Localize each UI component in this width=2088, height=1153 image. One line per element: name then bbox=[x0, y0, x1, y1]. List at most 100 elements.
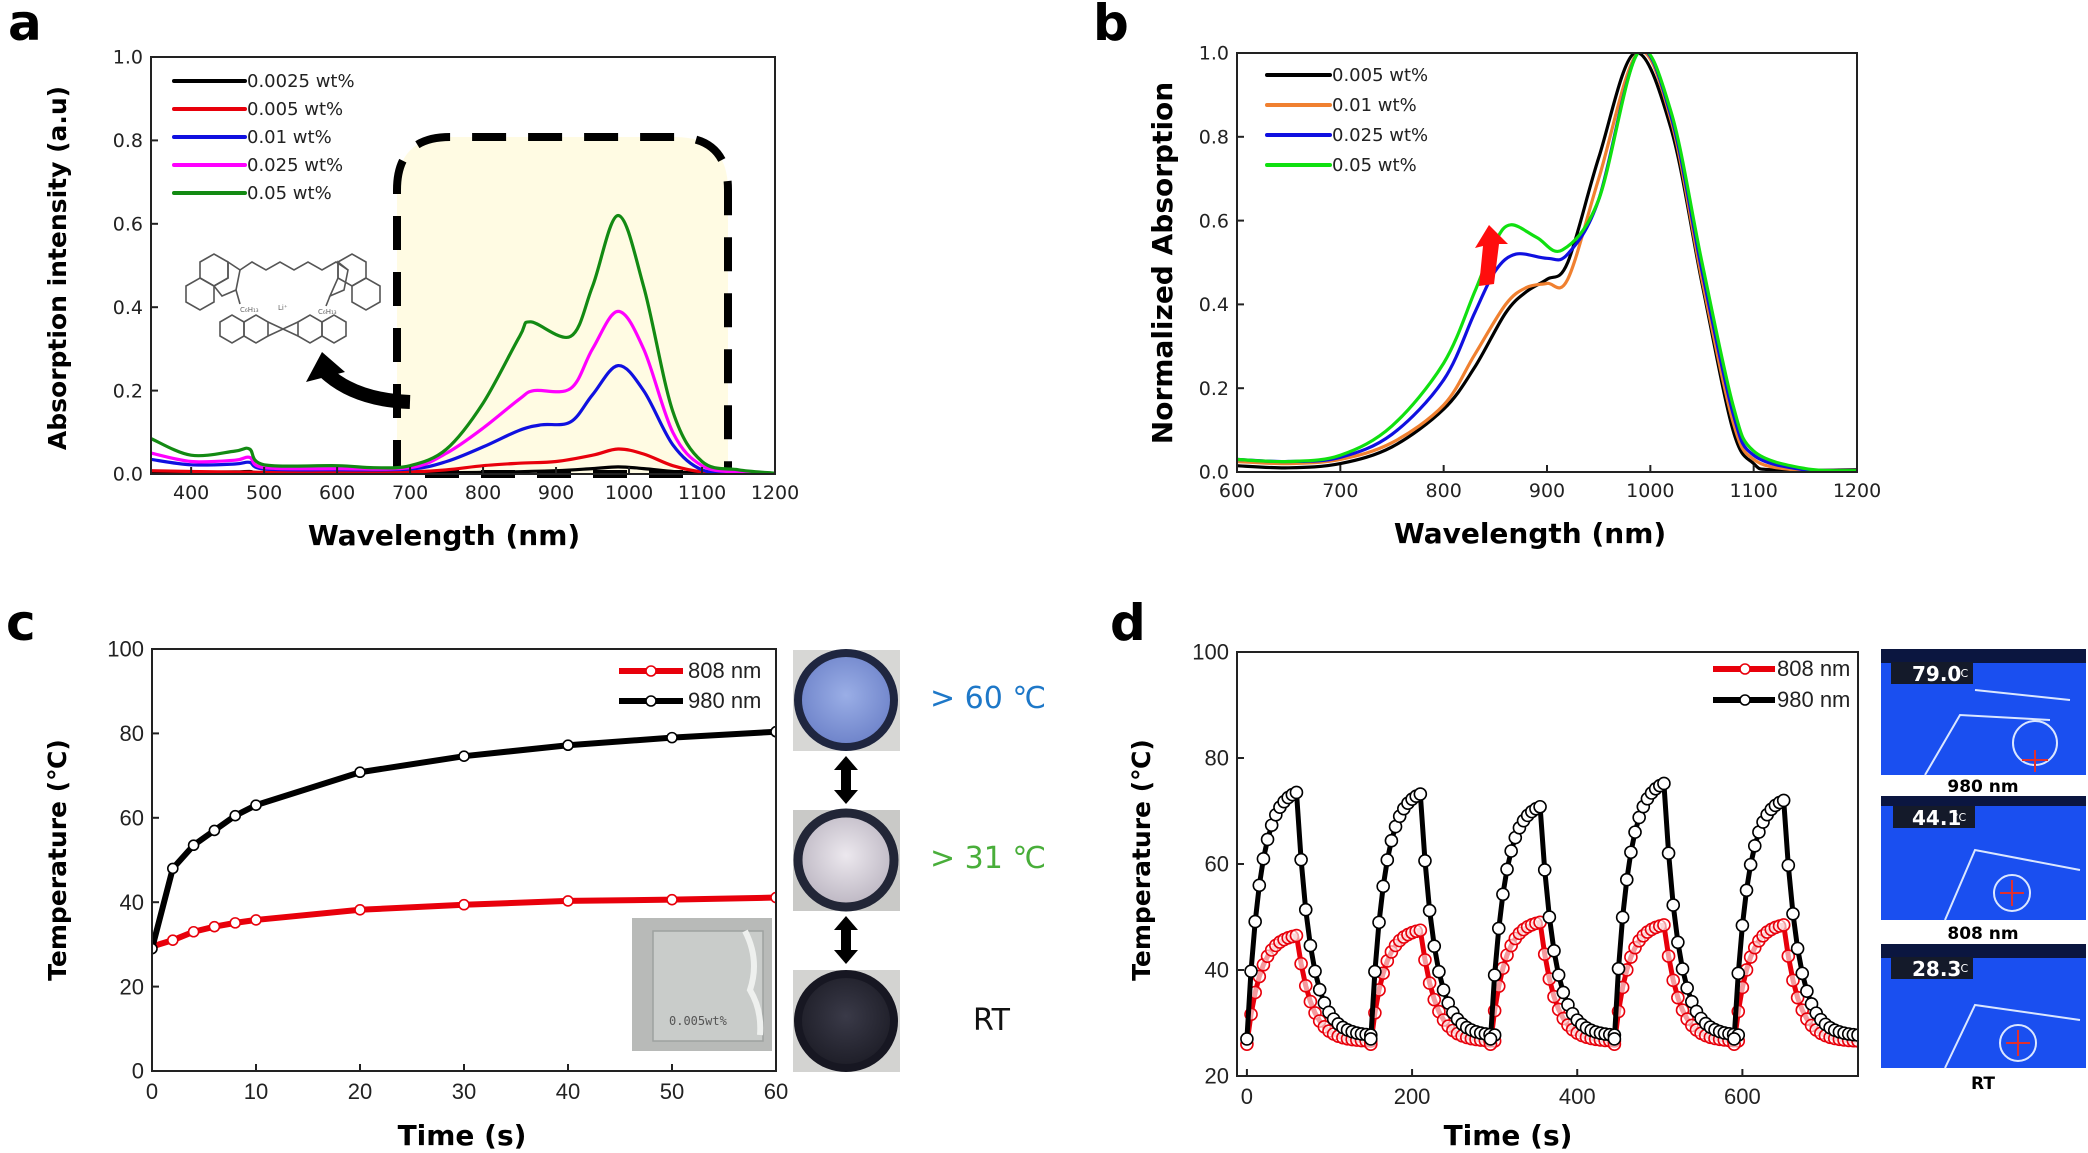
data-point bbox=[1427, 992, 1442, 1007]
data-point bbox=[208, 920, 221, 933]
series-line-0-05-wt- bbox=[151, 213, 775, 474]
y-axis-title-b: Normalized Absorption bbox=[1146, 82, 1179, 444]
data-point bbox=[1294, 956, 1308, 971]
x-tick-label: 600 bbox=[319, 482, 355, 504]
data-point bbox=[1289, 785, 1304, 800]
data-point bbox=[1786, 973, 1800, 988]
y-axis-title-d: Temperature (℃) bbox=[1127, 739, 1156, 981]
x-tick-label: 800 bbox=[465, 482, 501, 504]
data-point bbox=[1294, 852, 1308, 867]
x-tick-label: 0 bbox=[146, 1079, 158, 1104]
data-point bbox=[1504, 844, 1518, 858]
x-tick-label: 1000 bbox=[1626, 480, 1674, 502]
plot-frame-a bbox=[150, 56, 776, 475]
series-group-c bbox=[152, 725, 776, 955]
legend-label: 0.005 wt% bbox=[1332, 65, 1428, 86]
y-tick-label: 0.0 bbox=[113, 464, 143, 486]
data-point bbox=[1376, 879, 1390, 894]
x-tick-label: 1100 bbox=[1729, 480, 1777, 502]
legend-marker bbox=[645, 695, 657, 707]
structure-label-c6h13-right: C₆H₁₃ bbox=[318, 308, 337, 316]
state-label-rt: RT bbox=[973, 1003, 1011, 1038]
data-point bbox=[1551, 968, 1566, 982]
series-line-0-005-wt- bbox=[1237, 53, 1857, 472]
x-tick-label: 400 bbox=[1559, 1084, 1596, 1109]
data-point bbox=[666, 893, 678, 906]
x-axis-title-d: Time (s) bbox=[1444, 1119, 1573, 1152]
y-tick-label: 0.8 bbox=[1199, 126, 1229, 148]
y-tick-label: 20 bbox=[120, 974, 144, 999]
x-tick-label: 600 bbox=[1724, 1084, 1761, 1109]
panel-letter-d: d bbox=[1110, 594, 1146, 652]
thermal-photo-rt: 28.3 °C bbox=[1881, 944, 2086, 1069]
data-point bbox=[1556, 985, 1571, 1000]
data-point bbox=[1244, 964, 1258, 978]
y-tick-label: 0.0 bbox=[1199, 462, 1229, 484]
data-point bbox=[1675, 962, 1690, 976]
data-point bbox=[1747, 839, 1762, 853]
ticks-c: 0 10 20 30 40 50 60 0 20 40 60 80 100 bbox=[107, 637, 788, 1104]
y-tick-label: 80 bbox=[120, 721, 144, 746]
legend-c: 808 nm 980 nm bbox=[619, 658, 761, 713]
x-axis-title-a: Wavelength (nm) bbox=[308, 519, 580, 552]
data-point bbox=[1615, 910, 1630, 925]
y-tick-label: 1.0 bbox=[113, 47, 143, 69]
data-point bbox=[1418, 854, 1432, 868]
sample-photo-rt bbox=[793, 970, 900, 1072]
data-point bbox=[1607, 1032, 1622, 1046]
data-point bbox=[1260, 832, 1275, 847]
data-point bbox=[1308, 964, 1322, 979]
data-point bbox=[187, 925, 200, 938]
y-tick-label: 40 bbox=[120, 890, 144, 915]
data-point bbox=[1496, 887, 1510, 902]
data-point bbox=[1432, 964, 1446, 979]
x-axis-title-b: Wavelength (nm) bbox=[1394, 517, 1666, 550]
increase-arrow-icon bbox=[1475, 225, 1508, 286]
data-point bbox=[1483, 1032, 1498, 1046]
data-point bbox=[1298, 978, 1313, 993]
data-point bbox=[229, 917, 241, 929]
x-tick-label: 700 bbox=[392, 482, 428, 504]
x-tick-label: 1000 bbox=[605, 482, 653, 504]
x-tick-label: 1200 bbox=[751, 482, 799, 504]
y-tick-label: 100 bbox=[107, 637, 144, 662]
data-point bbox=[1248, 914, 1262, 929]
legend-label: 0.05 wt% bbox=[247, 183, 332, 204]
data-point bbox=[1790, 941, 1805, 956]
data-point bbox=[1422, 903, 1437, 918]
x-tick-label: 40 bbox=[556, 1079, 580, 1104]
data-point bbox=[1661, 949, 1676, 963]
data-point bbox=[1671, 990, 1685, 1005]
data-point bbox=[1743, 857, 1758, 872]
legend-label: 0.01 wt% bbox=[247, 127, 332, 148]
y-tick-label: 1.0 bbox=[1199, 43, 1229, 65]
y-tick-label: 0.4 bbox=[113, 297, 143, 319]
legend-label: 980 nm bbox=[688, 688, 761, 713]
x-tick-label: 700 bbox=[1322, 480, 1358, 502]
y-tick-label: 0.6 bbox=[1199, 210, 1229, 232]
y-axis-title-a: Absorption intensity (a.u) bbox=[43, 86, 72, 450]
panel-a: a 400 500 600 700 800 900 1000 1100 1200 0.0 0.2 0.… bbox=[8, 0, 799, 552]
thermal-photo-980nm: 79.0 °C bbox=[1881, 649, 2086, 776]
thermal-unit-808: °C bbox=[1953, 811, 1967, 824]
data-point bbox=[1786, 906, 1800, 921]
legend-label: 0.05 wt% bbox=[1332, 155, 1417, 176]
sample-photo-31c bbox=[793, 808, 900, 912]
data-point bbox=[208, 824, 221, 837]
legend-label: 0.0025 wt% bbox=[247, 71, 355, 92]
panel-c: c 0.005wt% 0 10 20 30 40 50 60 0 20 40 60 80 100 Tim… bbox=[6, 594, 1046, 1152]
legend-label: 0.01 wt% bbox=[1332, 95, 1417, 116]
molecular-structure-icon bbox=[185, 253, 381, 344]
legend-label: 808 nm bbox=[1777, 656, 1850, 681]
film-inset-photo: 0.005wt% bbox=[632, 918, 772, 1051]
x-tick-label: 800 bbox=[1426, 480, 1462, 502]
data-point bbox=[1781, 949, 1796, 963]
thermal-photo-808nm: 44.1 °C bbox=[1881, 796, 2086, 921]
x-tick-label: 600 bbox=[1219, 480, 1255, 502]
data-point bbox=[1303, 938, 1318, 953]
series-group-d bbox=[1240, 776, 1858, 1051]
data-point bbox=[1363, 1032, 1378, 1046]
series-group-b bbox=[1237, 53, 1857, 472]
y-tick-label: 0.2 bbox=[113, 380, 143, 402]
